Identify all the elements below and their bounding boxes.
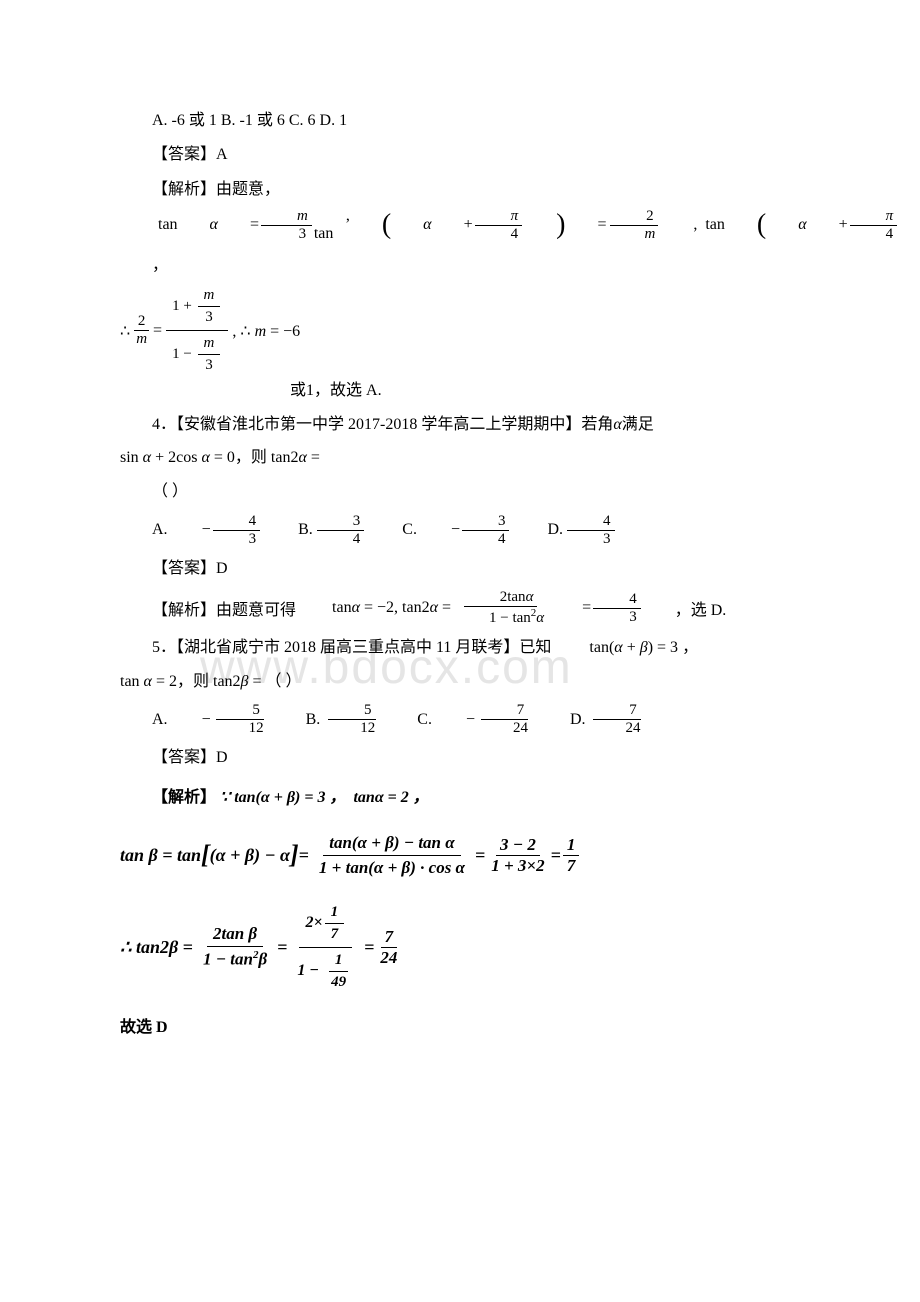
- q5-final: 故选 D: [120, 1015, 800, 1041]
- q5-explanation-1: 【解析】 ∵ tan(α + β) = 3 ， tanα = 2 ，: [120, 785, 800, 811]
- q5-condition: tan α = 2，则 tan2β = （ ）: [120, 669, 800, 695]
- q4-condition: sin α + 2cos α = 0，则 tan2α =: [120, 445, 800, 471]
- q4-explanation: 【解析】由题意可得 tanα = −2, tan2α = 2tanα 1 − t…: [120, 589, 800, 627]
- q4-options: A. −43 B. 34 C. −34 D. 43: [120, 513, 800, 548]
- q3-answer: 【答案】A: [120, 142, 800, 168]
- q3-explanation-2: ∴ 2m = 1 + m3 1 − m3 , ∴ m = −6: [120, 283, 800, 378]
- q5-source: 5．【湖北省咸宁市 2018 届高三重点高中 11 月联考】已知 tan(α +…: [120, 635, 800, 661]
- q4-source: 4．【安徽省淮北市第一中学 2017-2018 学年高二上学期期中】若角α满足: [120, 412, 800, 438]
- q5-answer: 【答案】D: [120, 745, 800, 771]
- q4-answer: 【答案】D: [120, 556, 800, 582]
- q5-explanation-tanbeta: tan β = tan [ (α + β) − α ] = tan(α + β)…: [120, 831, 800, 880]
- q4-paren: （ ）: [120, 479, 800, 505]
- q3-explanation-1: 【解析】由题意， tanα = m3 , tan ( α + π4 ) = 2m…: [120, 175, 800, 275]
- q5-explanation-tan2beta: ∴ tan2β = 2tan β 1 − tan2β = 2×17 1 − 14…: [120, 900, 800, 995]
- q3-options: A. -6 或 1 B. -1 或 6 C. 6 D. 1: [120, 108, 800, 134]
- q3-explanation-3: 或1，故选 A.: [290, 378, 800, 404]
- q5-options: A. −512 B. 512 C. −724 D. 724: [120, 702, 800, 737]
- q3-expl-prefix: 【解析】由题意，: [120, 175, 280, 199]
